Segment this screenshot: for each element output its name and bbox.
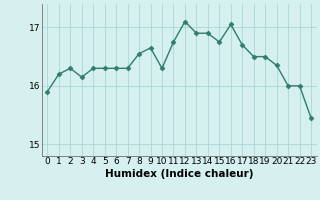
X-axis label: Humidex (Indice chaleur): Humidex (Indice chaleur) [105, 169, 253, 179]
